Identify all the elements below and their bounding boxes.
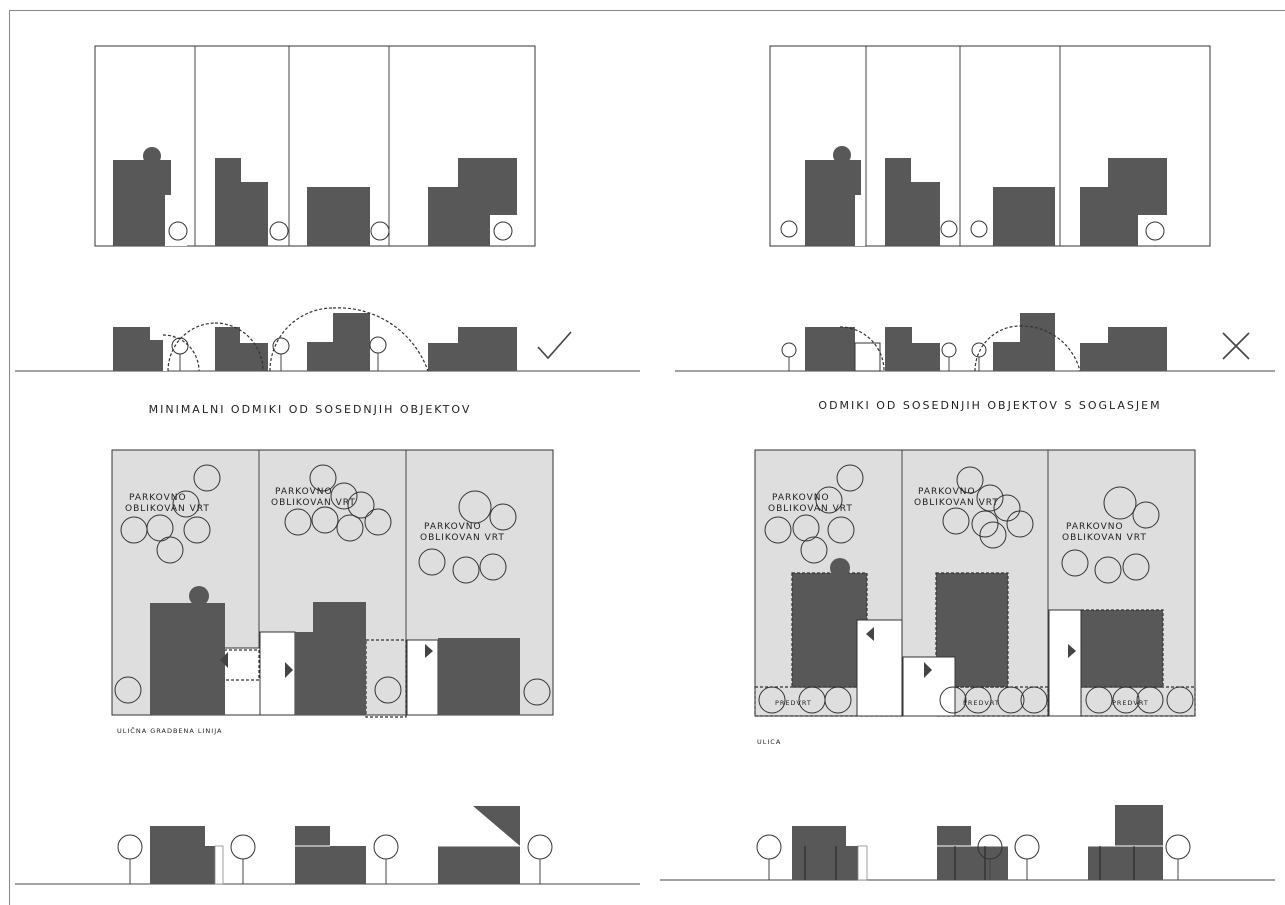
right-top-plan — [769, 45, 1211, 247]
left-street-elevation — [15, 806, 640, 885]
garden-label: OBLIKOVAN VRT — [125, 504, 210, 514]
garden-label: PARKOVNO — [129, 493, 187, 503]
garden-label: OBLIKOVAN VRT — [271, 498, 356, 508]
garden-label: PARKOVNO — [772, 493, 830, 503]
right-street-elevation — [660, 805, 1275, 881]
left-bottom-plan: PARKOVNO OBLIKOVAN VRT PARKOVNO OBLIKOVA… — [111, 449, 554, 718]
garden-label: PARKOVNO — [424, 522, 482, 532]
garden-label: PARKOVNO — [918, 487, 976, 497]
drawing-frame — [9, 10, 1285, 905]
garden-label: OBLIKOVAN VRT — [420, 533, 505, 543]
left-top-plan — [94, 45, 536, 247]
garden-label: PARKOVNO — [1066, 522, 1124, 532]
cross-icon — [1222, 332, 1250, 360]
garden-label: OBLIKOVAN VRT — [1062, 533, 1147, 543]
check-icon — [537, 331, 572, 360]
street-label-right: ULICA — [757, 738, 781, 746]
garden-label: OBLIKOVAN VRT — [768, 504, 853, 514]
title-left: MINIMALNI ODMIKI OD SOSEDNJIH OBJEKTOV — [149, 403, 472, 416]
left-section-minimal — [15, 307, 640, 372]
right-section-consent — [675, 313, 1275, 372]
front-garden-label: PREDVRT — [775, 699, 812, 707]
street-label-left: ULIČNA GRADBENA LINIJA — [117, 726, 222, 735]
garden-label: PARKOVNO — [275, 487, 333, 497]
garden-label: OBLIKOVAN VRT — [914, 498, 999, 508]
front-garden-label: PREDVRT — [1112, 699, 1149, 707]
front-garden-label: PREDVRT — [963, 699, 1000, 707]
title-right: ODMIKI OD SOSEDNJIH OBJEKTOV S SOGLASJEM — [818, 399, 1161, 412]
right-bottom-plan: PARKOVNO OBLIKOVAN VRT PARKOVNO OBLIKOVA… — [754, 449, 1196, 717]
